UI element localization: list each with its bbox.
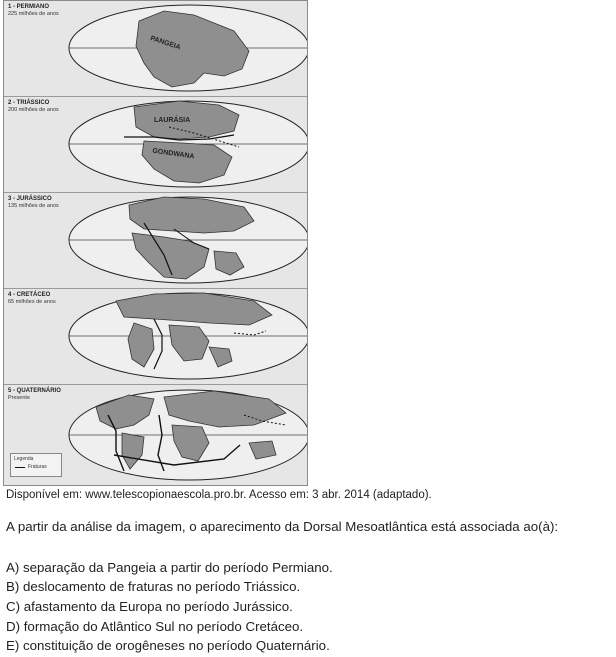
map-permiano: PANGEIA [68,4,307,92]
map-quaternario [68,389,307,481]
panel-subtitle: 135 milhões de anos [8,203,59,209]
panel-title: 3 - JURÁSSICO [8,196,52,202]
fracture-line-icon [15,467,25,468]
panel-subtitle: 65 milhões de anos [8,299,56,305]
panel-title: 4 - CRETÁCEO [8,292,51,298]
panel-subtitle: 225 milhões de anos [8,11,59,17]
panel-quaternario: 5 - QUATERNÁRIO Presente Legenda Fratura… [4,385,307,485]
legend-item-fraturas: Fraturas [28,464,47,470]
continental-drift-figure: PANGEIA 1 - PERMIANO 225 milhões de anos… [3,0,308,486]
option-e[interactable]: E) constituição de orogêneses no período… [6,638,330,653]
map-triassico: LAURÁSIA GONDWANA [68,100,307,188]
panel-title: 2 - TRIÁSSICO [8,100,50,106]
option-b[interactable]: B) deslocamento de fraturas no período T… [6,579,301,594]
panel-subtitle: Presente [8,395,31,401]
panel-permiano: PANGEIA 1 - PERMIANO 225 milhões de anos [4,1,307,97]
panel-subtitle: 200 milhões de anos [8,107,59,113]
source-citation: Disponível em: www.telescopionaescola.pr… [6,489,432,501]
option-c[interactable]: C) afastamento da Europa no período Jurá… [6,599,293,614]
map-jurassico [68,196,307,284]
panel-jurassico: 3 - JURÁSSICO 135 milhões de anos [4,193,307,289]
option-d[interactable]: D) formação do Atlântico Sul no período … [6,619,304,634]
panel-title: 5 - QUATERNÁRIO [8,388,61,394]
option-a[interactable]: A) separação da Pangeia a partir do perí… [6,560,333,575]
panel-title: 1 - PERMIANO [8,4,50,10]
legend: Legenda Fraturas [10,453,62,477]
legend-title: Legenda [14,456,34,462]
map-label-laurasia: LAURÁSIA [154,115,190,124]
panel-cretaceo: 4 - CRETÁCEO 65 milhões de anos [4,289,307,385]
map-cretaceo [68,292,307,380]
panel-triassico: LAURÁSIA GONDWANA 2 - TRIÁSSICO 200 milh… [4,97,307,193]
question-text: A partir da análise da imagem, o apareci… [6,519,559,534]
